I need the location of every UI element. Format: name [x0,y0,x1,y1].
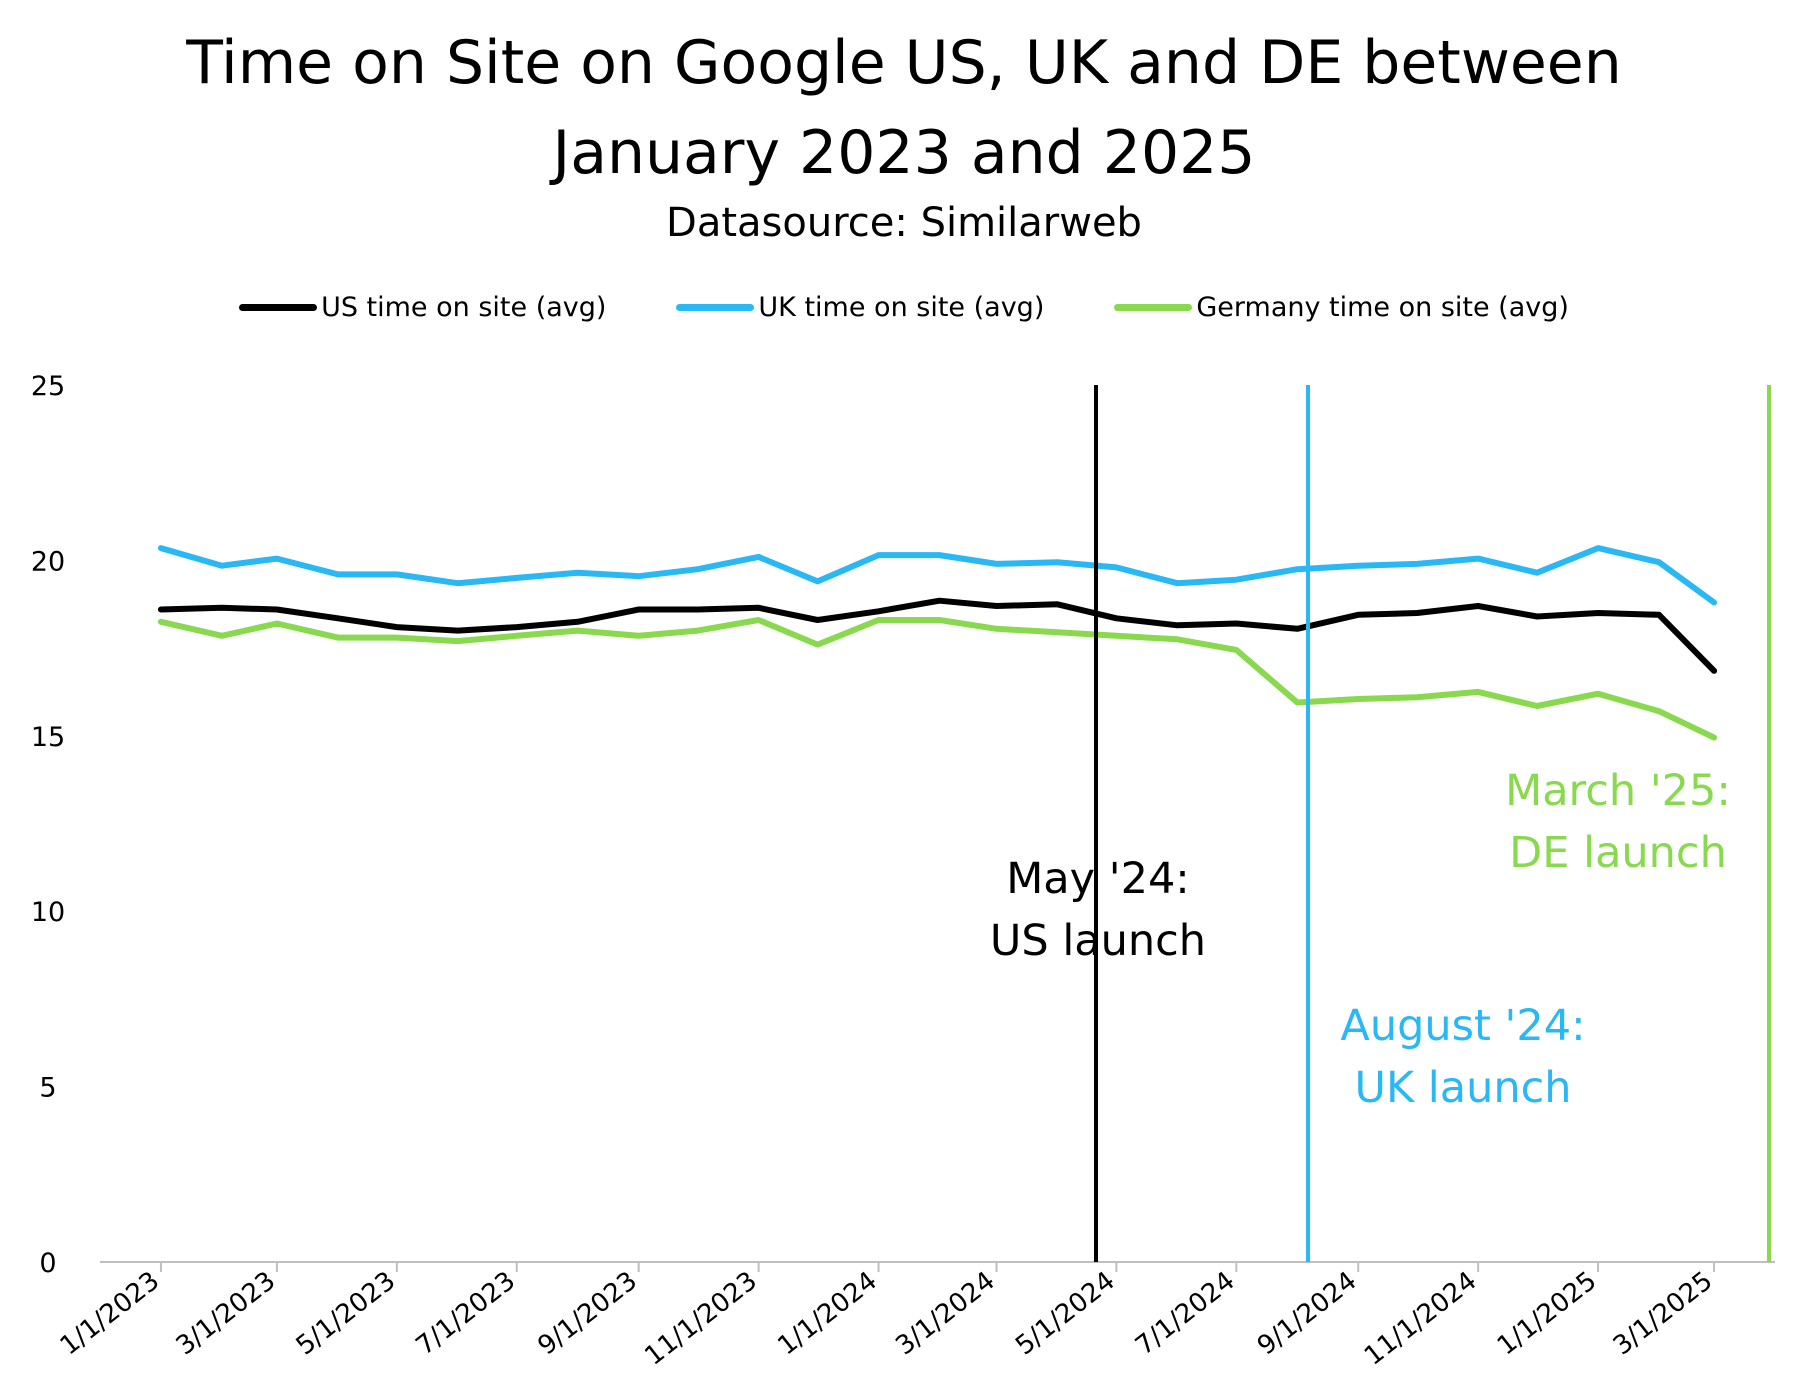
annotation-uk-line-2: UK launch [1354,1063,1571,1113]
x-tick-label: 5/1/2024 [1010,1266,1120,1362]
series-line-de [157,617,1718,741]
x-tick-label: 1/1/2023 [55,1266,165,1362]
annotation-us-line-1: May '24: [1006,854,1190,904]
chart-title-line-2: January 2023 and 2025 [552,118,1256,188]
legend-item-uk: UK time on site (avg) [676,292,1044,323]
x-tick-label: 1/1/2025 [1492,1266,1602,1362]
legend-item-us: US time on site (avg) [239,292,606,323]
series-line-uk [157,545,1718,606]
x-tick-label: 3/1/2025 [1608,1266,1718,1362]
chart-title-line-1: Time on Site on Google US, UK and DE bet… [186,28,1622,98]
x-tick-label: 11/1/2024 [1359,1266,1483,1372]
x-tick-label: 11/1/2023 [639,1266,763,1372]
legend: US time on site (avg) UK time on site (a… [0,292,1808,323]
x-tick-label: 5/1/2023 [291,1266,401,1362]
y-tick-label: 5 [39,1073,56,1104]
x-tick-label: 7/1/2023 [411,1266,521,1362]
x-tick-label: 9/1/2023 [532,1266,642,1362]
legend-swatch-us [239,304,318,311]
legend-label-us: US time on site (avg) [321,292,607,323]
annotation-us-line-2: US launch [990,916,1206,966]
series-line-us [157,597,1718,674]
annotation-uk-line-1: August '24: [1340,1001,1585,1051]
legend-swatch-de [1114,304,1193,311]
legend-swatch-uk [676,304,755,311]
annotation-de-line-2: DE launch [1509,828,1727,878]
y-tick-label: 15 [31,722,65,753]
chart-subtitle: Datasource: Similarweb [666,200,1142,246]
x-tick-label: 1/1/2024 [772,1266,882,1362]
legend-label-uk: UK time on site (avg) [758,292,1045,323]
x-tick-label: 3/1/2024 [890,1266,1000,1362]
legend-label-de: Germany time on site (avg) [1196,292,1569,323]
x-tick-label: 7/1/2024 [1130,1266,1240,1362]
x-tick-label: 9/1/2024 [1252,1266,1362,1362]
annotation-de-line-1: March '25: [1505,766,1731,816]
y-tick-label: 25 [31,371,65,402]
y-tick-label: 0 [39,1248,56,1279]
x-tick-label: 3/1/2023 [171,1266,281,1362]
y-tick-label: 20 [31,546,65,577]
legend-item-de: Germany time on site (avg) [1114,292,1569,323]
y-tick-label: 10 [31,897,65,928]
